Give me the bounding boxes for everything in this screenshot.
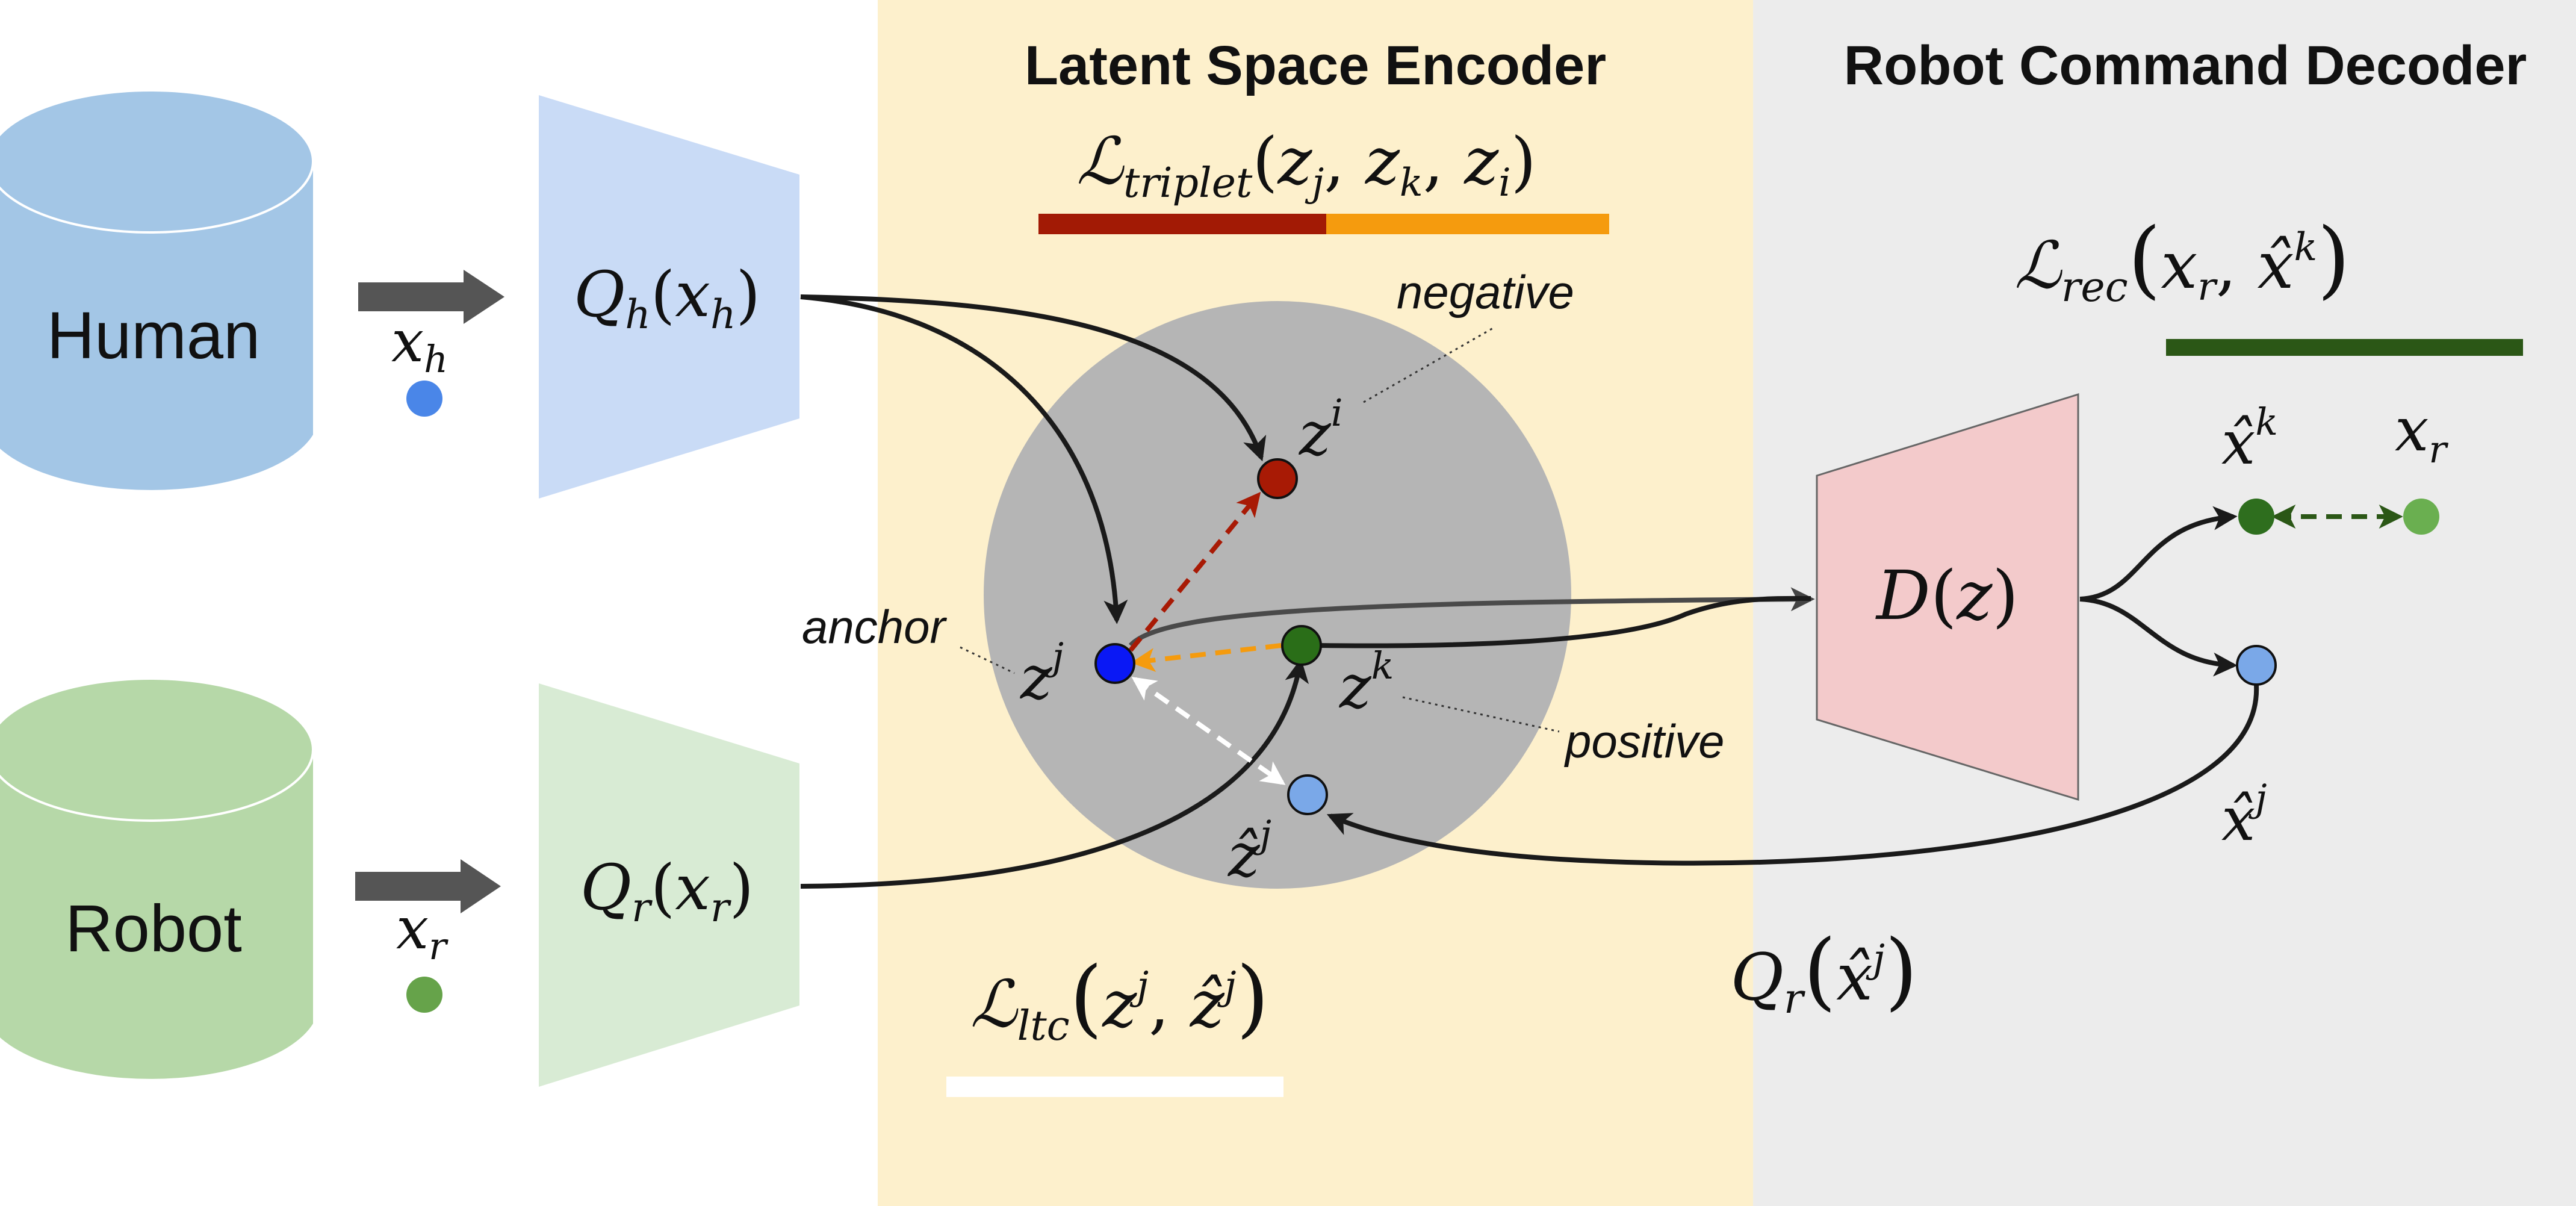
rec-loss-bar: [2166, 339, 2523, 356]
anchor-zhat-dashed-arrow: [1131, 677, 1286, 785]
reconstructed-latent-point: [1287, 774, 1328, 815]
triplet-loss-label: ℒtriplet(zj, zk, zi): [1076, 124, 1536, 207]
zj-label: zj: [1020, 635, 1064, 713]
human-input-point: [406, 381, 442, 417]
decoder-to-xhat-k-arrow: [2079, 506, 2238, 601]
robot-input-arrow: [355, 859, 501, 913]
zk-label: zk: [1339, 644, 1394, 722]
anchor-point: [1094, 643, 1135, 684]
xhat-j-point: [2236, 645, 2277, 686]
robot-encoder-block: [539, 683, 799, 1087]
negative-label: negative: [1397, 266, 1574, 319]
negative-leader-line: [1363, 327, 1494, 403]
human-to-negative-arrow: [800, 294, 1267, 462]
human-encoder-block: [539, 95, 799, 499]
xhat-k-point: [2238, 499, 2274, 535]
xhat-k-label: x̂k: [2221, 400, 2278, 478]
human-encoder-label: Qh(xh): [574, 258, 760, 338]
positive-to-decoder-line: [1318, 595, 1811, 648]
ltc-loss-label: ℒltc(zj, ẑj): [970, 949, 1269, 1050]
anchor-to-decoder-arrow: [1128, 587, 1815, 647]
robot-encoder-label: Qr(xr): [580, 851, 754, 931]
triplet-loss-bar-positive: [1326, 214, 1609, 234]
robot-database-icon: [0, 677, 314, 1079]
decoder-panel-title: Robot Command Decoder: [1844, 35, 2527, 96]
encoder-panel-title: Latent Space Encoder: [1025, 35, 1606, 96]
triplet-loss-bar-negative: [1038, 214, 1326, 234]
decoder-label: D(z): [1875, 557, 2019, 635]
xhat-j-label: x̂j: [2221, 776, 2267, 854]
human-database-icon: [0, 89, 314, 490]
human-input-arrow: [358, 270, 504, 324]
robot-input-label: xr: [396, 895, 448, 968]
human-database-label: Human: [47, 299, 261, 373]
decoder-block: [1816, 393, 2079, 801]
decoder-to-xhat-j-arrow: [2079, 597, 2238, 677]
ltc-loss-bar: [946, 1077, 1283, 1097]
robot-database-label: Robot: [65, 892, 242, 966]
positive-point: [1281, 625, 1322, 666]
zhat-j-label: ẑj: [1227, 812, 1271, 891]
zi-label: zi: [1299, 391, 1343, 469]
positive-label: positive: [1564, 715, 1724, 768]
negative-point: [1257, 458, 1298, 499]
reencode-to-zhat-arrow: [1326, 685, 2259, 866]
reencode-label: Qr(x̂j): [1730, 922, 1917, 1023]
xr-label: xr: [2395, 394, 2448, 471]
xr-target-point: [2403, 499, 2439, 535]
robot-input-point: [406, 977, 442, 1013]
human-input-label: xh: [391, 308, 448, 381]
rec-loss-label: ℒrec(xr, x̂k): [2014, 210, 2350, 311]
positive-leader-line: [1402, 696, 1560, 733]
anchor-label: anchor: [802, 600, 948, 653]
anchor-to-negative-dashed-arrow: [1128, 491, 1261, 652]
human-to-anchor-arrow: [800, 294, 1128, 624]
latent-space-circle: [984, 301, 1571, 889]
